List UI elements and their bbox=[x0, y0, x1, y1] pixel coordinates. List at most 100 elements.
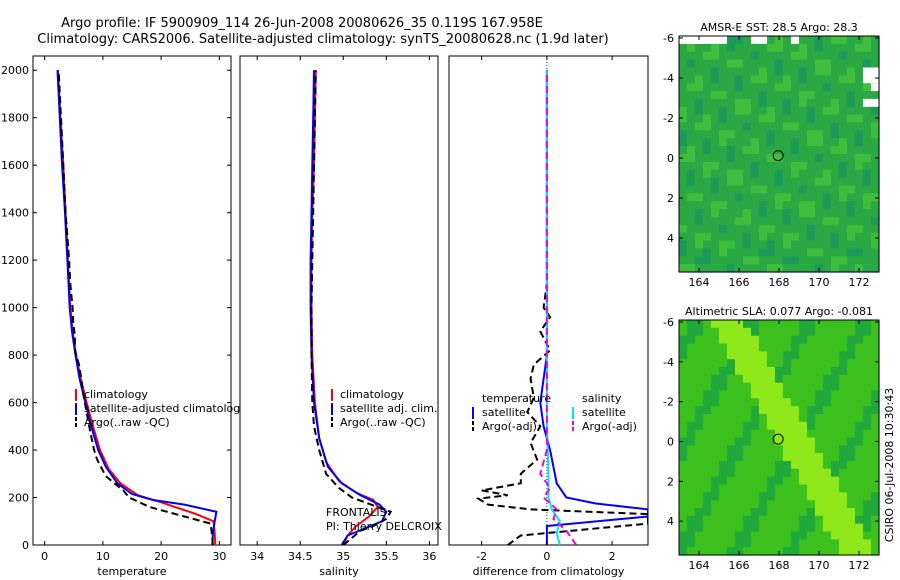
sla-map-cell bbox=[767, 461, 776, 470]
difference-legend-entry: satellite bbox=[482, 406, 526, 419]
sla-map-cell bbox=[679, 461, 688, 470]
sst-map-cell bbox=[695, 59, 704, 69]
sla-map-cell bbox=[759, 359, 768, 368]
sst-map-cell bbox=[711, 185, 720, 194]
salinity-xtick-label: 34 bbox=[250, 550, 264, 563]
sla-map-cell bbox=[767, 320, 776, 329]
sst-map-cell bbox=[815, 161, 824, 171]
sst-map-cell bbox=[767, 161, 776, 171]
sla-map-cell bbox=[711, 390, 720, 399]
sla-map-title: Altimetric SLA: 0.077 Argo: -0.081 bbox=[685, 305, 873, 318]
sla-map-cell bbox=[743, 461, 752, 470]
sst-map-cell bbox=[791, 51, 800, 61]
sst-map-cell bbox=[679, 224, 688, 234]
sla-map-cell bbox=[687, 398, 696, 407]
sla-map-cell bbox=[839, 335, 848, 345]
sst-map-cell bbox=[831, 98, 840, 108]
sst-map-cell bbox=[799, 83, 808, 92]
sst-map-cell bbox=[711, 98, 720, 108]
sst-map-cell bbox=[839, 36, 848, 45]
sla-map-cell bbox=[687, 500, 696, 509]
sst-map-cell bbox=[743, 98, 752, 108]
sst-map-cell bbox=[767, 256, 776, 265]
sst-map-cell bbox=[767, 51, 776, 61]
sst-map-cell bbox=[735, 138, 744, 147]
sst-map-cell bbox=[783, 201, 792, 210]
sst-map-cell bbox=[727, 201, 736, 210]
sla-map-cell bbox=[735, 515, 744, 525]
sst-map-cell bbox=[711, 248, 720, 257]
sst-map-cell bbox=[735, 216, 744, 226]
sst-map-cell bbox=[791, 146, 800, 155]
sst-map-cell bbox=[831, 138, 840, 147]
sla-map-cell bbox=[727, 437, 736, 446]
sla-map-cell bbox=[735, 453, 744, 462]
sst-map-cell bbox=[767, 130, 776, 139]
sst-map-cell bbox=[679, 83, 688, 92]
sst-map-cell bbox=[679, 240, 688, 249]
sst-map-cell bbox=[687, 83, 696, 92]
sst-map-cell bbox=[831, 248, 840, 257]
sst-map-cell bbox=[831, 122, 840, 131]
sst-map-cell bbox=[863, 161, 872, 171]
sla-map-cell bbox=[831, 508, 840, 517]
temperature-ytick-label: 800 bbox=[8, 349, 29, 362]
sst-map-cell bbox=[839, 106, 848, 116]
sla-map-cell bbox=[839, 523, 848, 533]
sla-map-cell bbox=[831, 461, 840, 470]
sst-map-cell bbox=[839, 209, 848, 218]
sla-map-cell bbox=[679, 453, 688, 462]
sst-map-cell bbox=[759, 201, 768, 210]
sst-map-cell bbox=[831, 114, 840, 124]
temperature-legend-entry: Argo(..raw -QC) bbox=[84, 416, 170, 429]
sst-map-cell bbox=[695, 106, 704, 116]
sst-map-cell bbox=[767, 75, 776, 84]
sla-map-cell bbox=[783, 382, 792, 392]
sst-map-title: AMSR-E SST: 28.5 Argo: 28.3 bbox=[700, 21, 858, 34]
sst-map-cell bbox=[727, 240, 736, 249]
sst-map-cell bbox=[743, 177, 752, 187]
sla-map-cell bbox=[815, 421, 824, 431]
sla-map-cell bbox=[767, 343, 776, 352]
sst-map-cell bbox=[751, 209, 760, 218]
sst-map-cell bbox=[823, 122, 832, 131]
sst-map-cell bbox=[863, 43, 872, 53]
sst-map-cell bbox=[735, 51, 744, 61]
sla-map-cell bbox=[751, 453, 760, 462]
sst-missing-data-cell bbox=[791, 36, 799, 44]
sla-map-cell bbox=[871, 429, 880, 439]
sla-map-cell bbox=[719, 531, 728, 540]
sla-map-cell bbox=[751, 382, 760, 392]
sla-map-cell bbox=[711, 327, 720, 337]
sla-map-cell bbox=[855, 523, 864, 533]
sst-map-cell bbox=[687, 169, 696, 179]
sst-map-cell bbox=[839, 67, 848, 76]
sst-map-cell bbox=[815, 185, 824, 194]
sst-map-cell bbox=[839, 59, 848, 69]
sla-map-cell bbox=[855, 335, 864, 345]
sst-map-cell bbox=[719, 256, 728, 265]
sla-map-cell bbox=[695, 343, 704, 352]
sla-map-cell bbox=[823, 374, 832, 384]
sst-map-cell bbox=[703, 154, 712, 163]
sla-map-cell bbox=[767, 390, 776, 399]
sla-map-cell bbox=[719, 414, 728, 423]
sst-map-cell bbox=[767, 114, 776, 124]
sla-map-cell bbox=[695, 515, 704, 525]
sst-map-cell bbox=[807, 256, 816, 265]
sla-map-cell bbox=[783, 327, 792, 337]
sla-map-cell bbox=[679, 539, 688, 548]
sla-map-cell bbox=[751, 367, 760, 376]
sla-map-cell bbox=[687, 374, 696, 384]
sla-map-cell bbox=[847, 351, 856, 360]
sla-map-cell bbox=[695, 335, 704, 345]
sla-map-cell bbox=[679, 320, 688, 329]
sla-map-cell bbox=[839, 390, 848, 399]
sla-map-cell bbox=[775, 437, 784, 446]
sla-map-cell bbox=[679, 492, 688, 501]
sst-map-cell bbox=[695, 51, 704, 61]
sst-map-cell bbox=[863, 138, 872, 147]
sst-map-cell bbox=[807, 161, 816, 171]
sla-map-cell bbox=[727, 374, 736, 384]
sst-map-cell bbox=[759, 232, 768, 242]
